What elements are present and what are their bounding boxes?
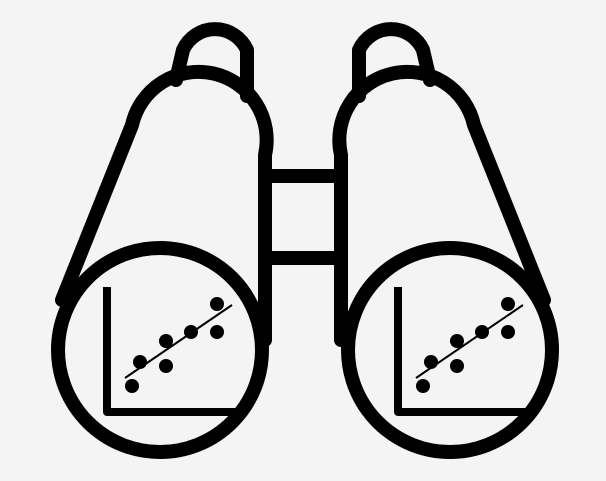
right-data-point xyxy=(501,325,515,339)
right-data-point xyxy=(475,325,489,339)
left-data-point xyxy=(133,355,147,369)
left-scatter-plot xyxy=(103,287,235,416)
right-data-point xyxy=(450,359,464,373)
left-eyepiece xyxy=(169,22,254,103)
right-data-point xyxy=(501,297,515,311)
left-data-point xyxy=(159,359,173,373)
right-data-point xyxy=(416,379,430,393)
left-data-point xyxy=(210,325,224,339)
right-plot-axes xyxy=(394,287,525,416)
right-data-point xyxy=(450,334,464,348)
right-lens xyxy=(341,241,559,459)
left-data-point xyxy=(184,325,198,339)
left-lens xyxy=(51,241,269,459)
right-barrel xyxy=(332,64,551,347)
right-eyepiece xyxy=(352,22,437,103)
left-barrel xyxy=(55,64,274,347)
left-plot-axes xyxy=(103,287,235,416)
left-data-point xyxy=(159,334,173,348)
center-bridge xyxy=(258,169,348,265)
left-data-point xyxy=(210,297,224,311)
left-data-point xyxy=(125,379,139,393)
right-data-point xyxy=(424,355,438,369)
right-scatter-plot xyxy=(394,287,525,416)
